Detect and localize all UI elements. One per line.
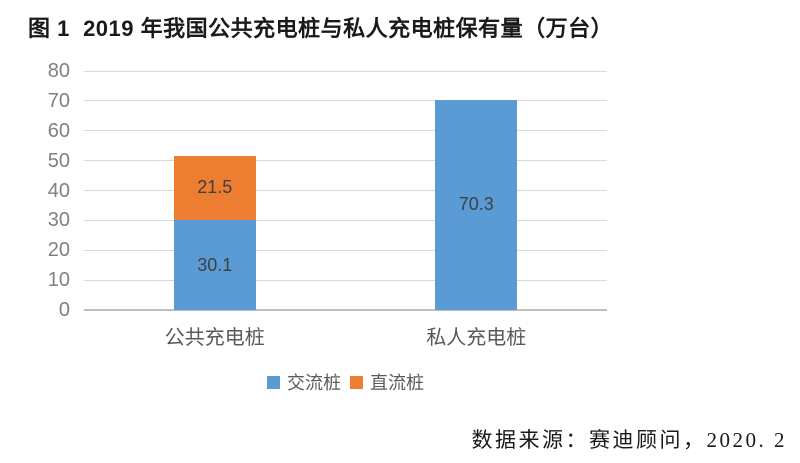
y-tick-label: 60 bbox=[47, 119, 70, 142]
data-source-caption: 数据来源：赛迪顾问，2020. 2 bbox=[471, 428, 787, 452]
gridline bbox=[84, 219, 607, 221]
legend-label: 直流桩 bbox=[370, 373, 424, 393]
legend-item: 直流桩 bbox=[350, 369, 424, 395]
category-label: 公共充电桩 bbox=[164, 327, 265, 349]
gridline bbox=[84, 249, 607, 251]
gridline bbox=[84, 70, 607, 72]
bar-segment-交流桩: 70.3 bbox=[435, 99, 518, 310]
bar-value-label: 70.3 bbox=[458, 194, 494, 215]
plot-area: 0 10 20 30 40 50 60 70 80 30.1 21.5 公共充电桩 70.3 私人充电桩 bbox=[48, 60, 607, 349]
y-tick-label: 30 bbox=[47, 209, 70, 232]
y-tick-label: 20 bbox=[47, 239, 70, 262]
y-tick-label: 50 bbox=[47, 149, 70, 172]
gridline bbox=[84, 190, 607, 191]
gridline bbox=[84, 100, 607, 102]
y-tick-label: 80 bbox=[47, 60, 70, 82]
gridline bbox=[84, 130, 607, 132]
figure-title: 图 1 2019 年我国公共充电桩与私人充电桩保有量（万台） bbox=[28, 16, 614, 41]
category-label: 私人充电桩 bbox=[426, 327, 527, 349]
bar-value-label: 21.5 bbox=[197, 177, 233, 198]
legend-item: 交流桩 bbox=[267, 369, 341, 395]
y-tick-label: 0 bbox=[58, 299, 70, 321]
y-tick-label: 40 bbox=[47, 179, 70, 202]
y-tick-label: 10 bbox=[47, 269, 70, 292]
bar-segment-交流桩: 30.1 bbox=[173, 220, 256, 310]
legend-swatch-icon bbox=[267, 375, 280, 389]
bar-segment-直流桩: 21.5 bbox=[173, 155, 256, 221]
gridline bbox=[84, 279, 607, 281]
bar-value-label: 30.1 bbox=[197, 254, 233, 275]
x-axis-line bbox=[84, 309, 607, 311]
legend-label: 交流桩 bbox=[287, 373, 341, 393]
gridline bbox=[84, 160, 607, 162]
legend-swatch-icon bbox=[350, 375, 363, 389]
y-tick-label: 70 bbox=[47, 89, 70, 112]
chart-legend: 交流桩 直流桩 bbox=[84, 369, 607, 395]
